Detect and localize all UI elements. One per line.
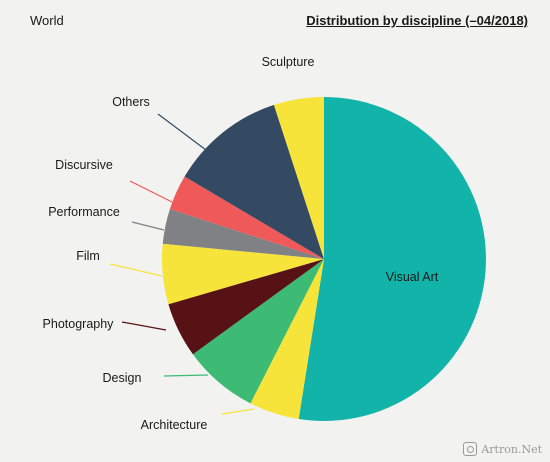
pie-slice-visual-art — [298, 97, 486, 421]
chart-title: Distribution by discipline (–04/2018) — [306, 13, 528, 28]
slice-label-others: Others — [112, 95, 150, 109]
pie-slice-film — [161, 243, 324, 305]
pie-slice-architecture — [250, 259, 324, 420]
slice-label-visual-art: Visual Art — [386, 270, 439, 284]
pie-slice-performance — [162, 208, 324, 259]
pie-slice-others — [184, 104, 324, 260]
watermark: Artron.Net — [463, 442, 542, 456]
leader-line-performance — [131, 221, 165, 231]
slice-label-sculpture: Sculpture — [262, 55, 315, 69]
pie-slice-sculpture — [273, 97, 324, 259]
leader-line-others — [157, 113, 207, 151]
pie-slice-photography — [168, 259, 324, 355]
leader-line-film — [109, 263, 163, 277]
slice-label-architecture: Architecture — [141, 418, 208, 432]
pie-slice-design — [192, 259, 324, 404]
slice-label-film: Film — [76, 249, 100, 263]
slice-label-performance: Performance — [48, 205, 120, 219]
leader-line-design — [163, 374, 209, 377]
watermark-text: Artron.Net — [481, 442, 542, 456]
leader-line-discursive — [129, 180, 173, 203]
slice-label-discursive: Discursive — [55, 158, 113, 172]
leader-line-architecture — [221, 408, 255, 415]
slice-label-design: Design — [103, 371, 142, 385]
pie-slices — [161, 97, 486, 421]
pie-leader-lines — [109, 113, 255, 415]
artron-logo-icon — [463, 442, 478, 456]
slice-label-photography: Photography — [43, 317, 115, 331]
pie-labels: Visual Art Architecture Design Photography F… — [43, 55, 439, 432]
pie-slice-discursive — [169, 176, 324, 259]
leader-line-photography — [121, 321, 167, 331]
region-label: World — [30, 13, 64, 28]
